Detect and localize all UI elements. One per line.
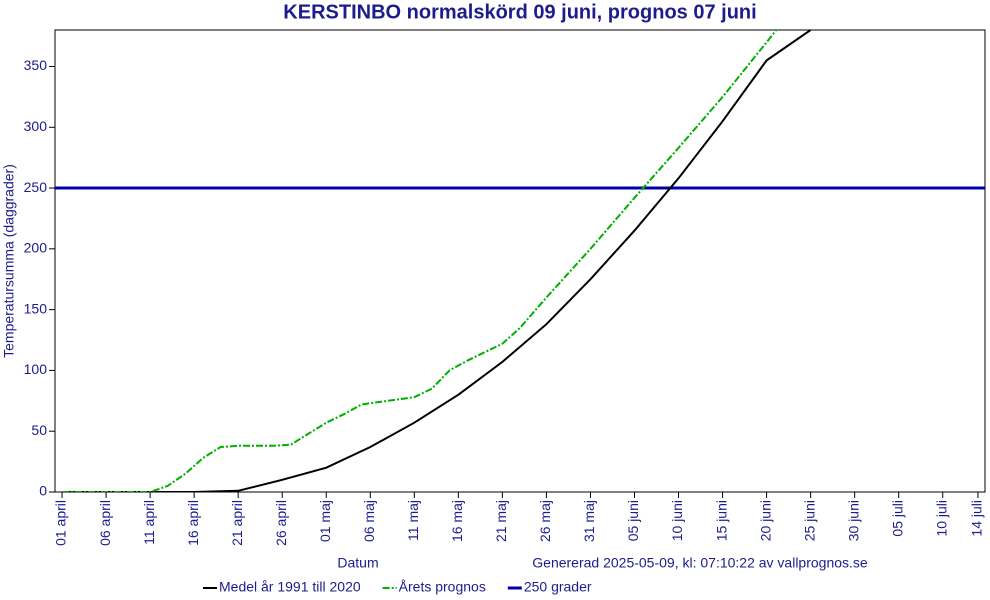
x-tick-label: 16 april (185, 500, 201, 546)
series-line (62, 30, 812, 492)
x-tick-label: 25 juni (801, 500, 817, 541)
x-tick-label: 10 juli (933, 500, 949, 537)
x-tick-label: 11 april (141, 500, 157, 545)
x-axis-label: Datum (337, 555, 378, 571)
x-tick-label: 05 juli (889, 500, 905, 537)
y-tick-label: 350 (24, 57, 48, 73)
y-tick-label: 250 (24, 179, 48, 195)
legend-label: Medel år 1991 till 2020 (219, 579, 361, 595)
x-tick-label: 01 april (53, 500, 69, 546)
x-tick-label: 06 april (97, 500, 113, 546)
x-tick-label: 14 juli (969, 500, 985, 537)
plot-area (55, 30, 985, 492)
y-tick-label: 200 (24, 240, 48, 256)
x-tick-label: 26 april (273, 500, 289, 546)
x-tick-label: 21 maj (493, 500, 509, 542)
y-tick-label: 0 (39, 483, 47, 499)
x-tick-label: 10 juni (669, 500, 685, 541)
annotation: Genererad 2025-05-09, kl: 07:10:22 av va… (532, 555, 868, 571)
y-tick-label: 100 (24, 361, 48, 377)
x-tick-label: 06 maj (361, 500, 377, 542)
chart-title: KERSTINBO normalskörd 09 juni, prognos 0… (283, 1, 756, 23)
x-tick-label: 11 maj (405, 500, 421, 541)
x-tick-label: 21 april (229, 500, 245, 546)
series-line (62, 30, 778, 492)
y-tick-label: 50 (31, 422, 47, 438)
y-axis-label: Temperatursumma (daggrader) (1, 164, 17, 358)
x-tick-label: 15 juni (713, 500, 729, 541)
x-tick-label: 01 maj (317, 500, 333, 542)
x-tick-label: 20 juni (757, 500, 773, 541)
x-tick-label: 31 maj (581, 500, 597, 542)
legend-label: 250 grader (524, 579, 592, 595)
plot-frame (54, 29, 986, 493)
x-tick-label: 05 juni (625, 500, 641, 541)
legend-label: Årets prognos (399, 579, 486, 595)
y-tick-label: 150 (24, 300, 48, 316)
x-tick-label: 16 maj (449, 500, 465, 542)
y-tick-label: 300 (24, 118, 48, 134)
x-tick-label: 30 juni (845, 500, 861, 541)
x-tick-label: 26 maj (537, 500, 553, 542)
